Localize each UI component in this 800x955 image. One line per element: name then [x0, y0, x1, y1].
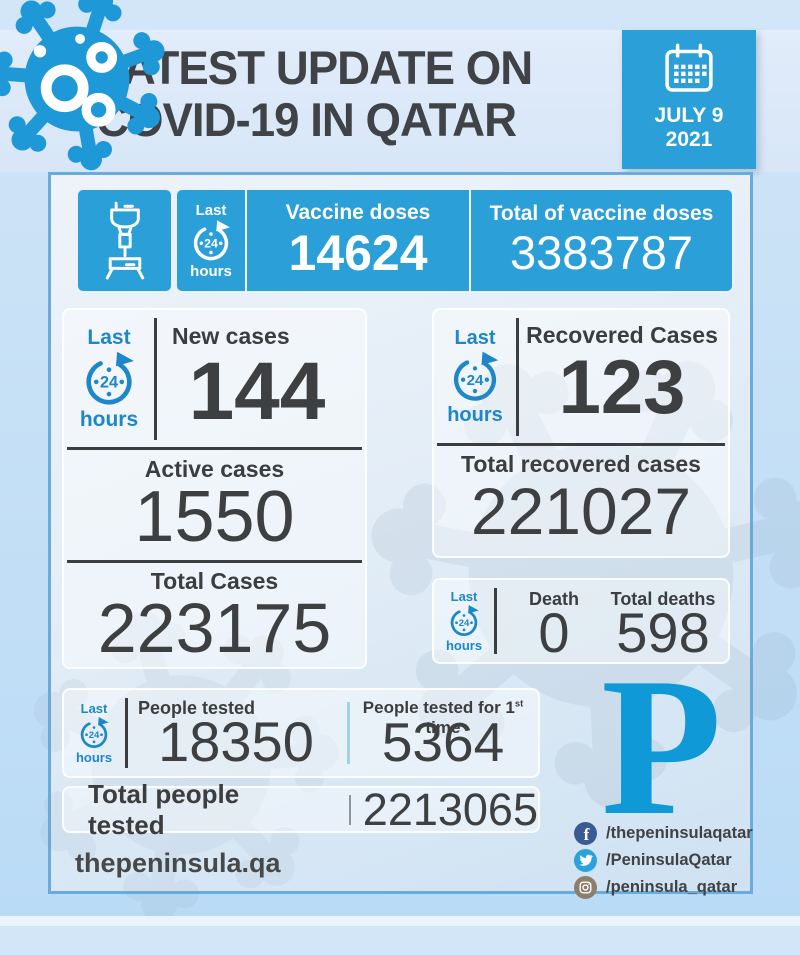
date-box: JULY 9 2021 — [622, 30, 756, 169]
total-deaths-label: Total deaths — [610, 589, 716, 609]
recovered-cases-value: 123 — [558, 345, 686, 430]
total-tested-card: Total people tested 2213065 — [62, 779, 540, 840]
new-cases-label: New cases — [172, 323, 290, 349]
vaccine-doses-section: Vaccine doses 14624 — [247, 190, 471, 291]
twitter-icon — [574, 849, 597, 872]
death-value: 0 — [538, 601, 570, 664]
recovered-card: Last hours Recovered Cases 123 Total rec… — [432, 308, 730, 558]
peninsula-logo: P — [601, 637, 722, 856]
people-tested-value: 18350 — [158, 710, 314, 773]
vaccine-syringe-box — [78, 190, 171, 291]
total-recovered-label: Total recovered cases — [461, 451, 701, 477]
hours-label: hours — [79, 408, 139, 431]
active-cases-value: 1550 — [134, 477, 295, 557]
last-label: Last — [454, 327, 496, 349]
social-row-twitter: /PeninsulaQatar — [574, 847, 753, 874]
instagram-handle: /peninsula_qatar — [606, 878, 738, 896]
stats-panel: Last hours Vaccine doses 14624 Total of … — [0, 172, 800, 955]
total-tested-value: 2213065 — [362, 783, 538, 835]
vaccine-bar: Last hours Vaccine doses 14624 Total of … — [177, 190, 732, 291]
divider — [437, 443, 725, 446]
last-label: Last — [87, 326, 131, 349]
vaccine-total-section: Total of vaccine doses 3383787 — [471, 190, 732, 291]
clock-24h-icon — [77, 716, 111, 750]
recovered-last24-clock: Last hours — [434, 316, 516, 438]
title-line1: LATEST UPDATE ON — [96, 41, 533, 94]
total-recovered-value: 221027 — [470, 474, 692, 548]
divider — [67, 447, 362, 450]
date-line1: JULY 9 — [654, 104, 724, 127]
clock-24h-icon — [189, 219, 233, 263]
deaths-card: Last hours Death 0 Total deaths 598 — [432, 578, 730, 664]
last-label: Last — [80, 701, 108, 716]
new-cases-value: 144 — [188, 346, 326, 437]
hours-label: hours — [75, 750, 113, 765]
first-time-tested-label: People tested for 1st time — [352, 698, 534, 738]
cases-card: Last hours New cases 144 Active cases 15… — [62, 308, 367, 669]
coronavirus-icon — [0, 0, 188, 190]
syringe-icon — [105, 201, 144, 279]
divider — [67, 560, 362, 563]
social-row-instagram: /peninsula_qatar — [574, 874, 753, 901]
first-time-label-sup: st — [514, 698, 524, 709]
divider — [348, 794, 351, 825]
death-label: Death — [528, 589, 579, 609]
twitter-handle: /PeninsulaQatar — [606, 851, 732, 869]
total-tested-label: Total people tested — [88, 778, 240, 840]
hours-label: hours — [447, 404, 503, 426]
divider — [347, 702, 350, 764]
svg-text:f: f — [584, 825, 590, 844]
vaccine-doses-value: 14624 — [288, 224, 428, 281]
website-url: thepeninsula.qa — [75, 848, 281, 878]
vaccine-doses-label: Vaccine doses — [285, 200, 431, 224]
clock-24h-icon — [448, 350, 502, 404]
cases-last24-clock: Last hours — [64, 316, 154, 442]
recovered-cases-label: Recovered Cases — [526, 322, 718, 348]
vaccine-total-label: Total of vaccine doses — [489, 201, 714, 225]
clock-24h-icon — [447, 604, 481, 638]
first-time-label-post: time — [425, 718, 461, 737]
total-deaths-value: 598 — [616, 601, 710, 664]
clock-24h-icon — [80, 350, 138, 408]
facebook-icon: f — [574, 822, 597, 845]
vaccine-total-value: 3383787 — [510, 225, 693, 279]
total-cases-label: Total Cases — [150, 568, 279, 594]
divider — [494, 588, 497, 654]
page-title: LATEST UPDATE ON COVID-19 IN QATAR — [96, 41, 533, 146]
people-tested-label: People tested — [138, 698, 256, 718]
divider — [125, 698, 128, 768]
bottom-strip — [0, 916, 800, 926]
deaths-last24-clock: Last hours — [436, 584, 492, 658]
tested-card: Last hours People tested 18350 People te… — [62, 688, 540, 778]
last-label: Last — [195, 201, 227, 219]
facebook-handle: /thepeninsulaqatar — [606, 824, 753, 842]
first-time-label-pre: People tested for 1 — [362, 698, 515, 717]
hours-label: hours — [445, 638, 483, 653]
vaccine-last24-clock: Last hours — [177, 190, 247, 291]
calendar-icon — [665, 43, 713, 92]
tested-last24-clock: Last hours — [66, 695, 122, 771]
social-row-facebook: f /thepeninsulaqatar — [574, 820, 753, 847]
hours-label: hours — [190, 262, 232, 280]
total-cases-value: 223175 — [97, 589, 332, 667]
first-time-tested-value: 5364 — [381, 711, 505, 773]
title-line2: COVID-19 IN QATAR — [96, 93, 517, 146]
divider — [154, 318, 157, 440]
active-cases-label: Active cases — [144, 456, 285, 482]
divider — [516, 318, 519, 436]
date-line2: 2021 — [665, 128, 713, 151]
social-links: f /thepeninsulaqatar /PeninsulaQatar /pe… — [574, 820, 753, 901]
last-label: Last — [450, 589, 478, 604]
instagram-icon — [574, 876, 597, 899]
